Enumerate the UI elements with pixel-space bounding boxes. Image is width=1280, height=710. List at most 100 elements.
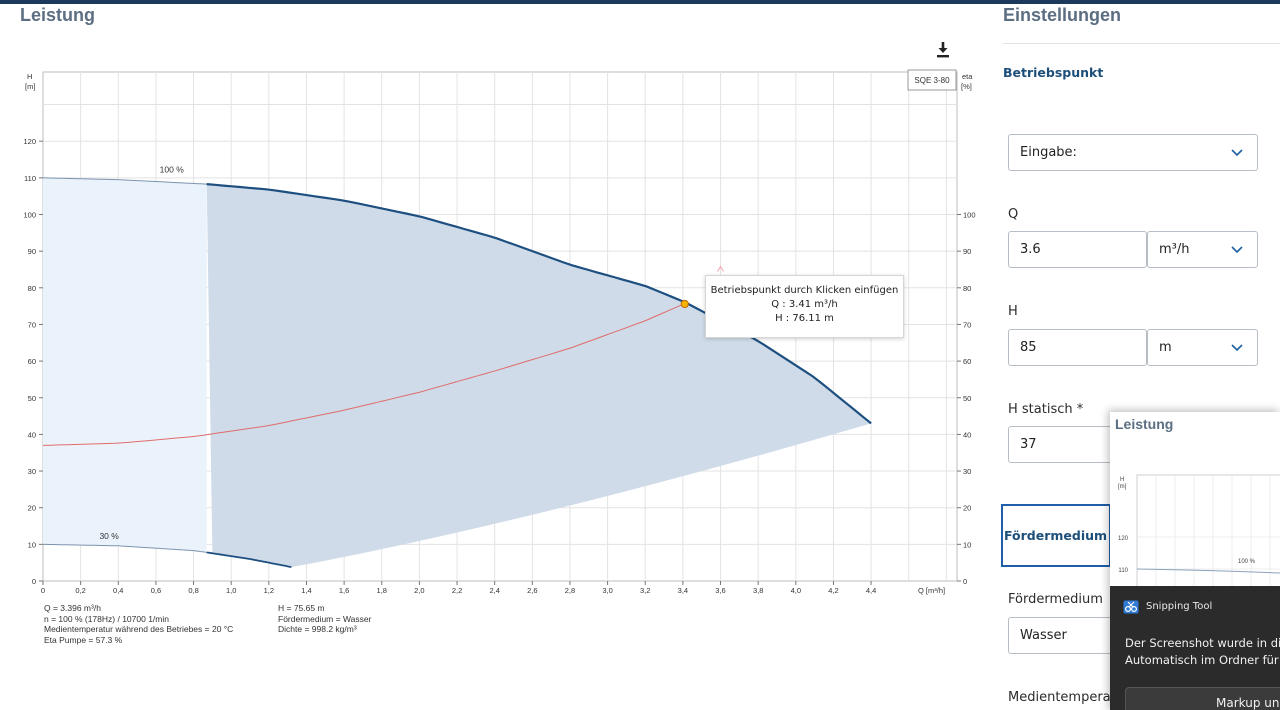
thumbnail-y-tick: 120 bbox=[1118, 536, 1129, 542]
info-fordermedium: Fördermedium = Wasser bbox=[278, 613, 372, 624]
top-accent-bar bbox=[0, 0, 1280, 4]
h-statisch-value: 37 bbox=[1020, 437, 1037, 452]
y-axis-label-left-unit: [m] bbox=[25, 82, 35, 91]
y-tick-label-left: 40 bbox=[28, 430, 36, 439]
h-label: H bbox=[1008, 304, 1018, 319]
q-unit-select[interactable]: m³/h bbox=[1147, 231, 1258, 268]
model-badge bbox=[907, 69, 957, 91]
y-axis-label-right-unit: [%] bbox=[961, 82, 972, 91]
y-tick-label-left: 120 bbox=[23, 137, 36, 146]
leistung-heading: Leistung bbox=[20, 5, 95, 25]
info-block-right: H = 75.65 m Fördermedium = Wasser Dichte… bbox=[278, 603, 371, 635]
y-tick-label-left: 20 bbox=[28, 504, 36, 513]
curve-100-light bbox=[43, 177, 207, 185]
y-tick-label-left: 60 bbox=[28, 357, 36, 366]
x-tick-label: 3,8 bbox=[753, 586, 763, 595]
y-tick-label-right: 60 bbox=[963, 357, 971, 366]
y-tick-label-right: 90 bbox=[963, 247, 971, 256]
y-tick-label-right: 70 bbox=[963, 320, 971, 329]
operating-point-tooltip: Betriebspunkt durch Klicken einfügen Q :… bbox=[705, 275, 904, 338]
chevron-down-icon bbox=[1231, 343, 1243, 351]
info-block-left: Q = 3.396 m³/h n = 100 % (178Hz) / 10700… bbox=[44, 603, 233, 645]
chevron-down-icon bbox=[1231, 245, 1243, 253]
x-tick-label: 3,4 bbox=[678, 586, 688, 595]
info-q: Q = 3.396 m³/h bbox=[44, 603, 101, 613]
x-tick-label: 3,6 bbox=[715, 586, 725, 595]
x-tick-label: 1,8 bbox=[377, 586, 387, 595]
y-tick-label-left: 110 bbox=[24, 174, 36, 183]
snipping-tool-notification[interactable]: Snipping Tool Der Screenshot wurde in di… bbox=[1110, 586, 1280, 710]
x-tick-label: 2,2 bbox=[452, 586, 462, 595]
chevron-down-icon bbox=[1231, 148, 1243, 156]
curve-label-100: 100 % bbox=[160, 164, 185, 174]
y-tick-label-left: 30 bbox=[28, 467, 36, 476]
x-tick-label: 0,2 bbox=[75, 586, 85, 595]
y-tick-label-left: 100 bbox=[23, 211, 36, 220]
toast-message: Der Screenshot wurde in die Automatisch … bbox=[1125, 635, 1280, 669]
y-tick-label-right: 20 bbox=[963, 504, 971, 513]
thumbnail-curve-label: 100 % bbox=[1238, 559, 1256, 565]
thumbnail-y-label: H bbox=[1120, 477, 1124, 483]
y-tick-label-right: 40 bbox=[963, 430, 971, 439]
y-axis-label-right: eta bbox=[962, 72, 973, 81]
tab-fordermedium-label: Fördermedium bbox=[1004, 528, 1108, 543]
q-input[interactable]: 3.6 bbox=[1008, 231, 1147, 268]
h-value: 85 bbox=[1020, 340, 1037, 355]
x-tick-label: 3,0 bbox=[602, 586, 612, 595]
thumbnail-curve bbox=[1136, 568, 1280, 574]
tab-fordermedium[interactable]: Fördermedium bbox=[1001, 504, 1111, 567]
medientemperatur-label: Medientempera bbox=[1008, 690, 1111, 705]
snipping-tool-icon bbox=[1123, 600, 1139, 614]
info-h: H = 75.65 m bbox=[278, 603, 325, 613]
x-tick-label: 1,6 bbox=[339, 586, 349, 595]
x-tick-label: 0,4 bbox=[113, 586, 123, 595]
info-dichte: Dichte = 998.2 kg/m³ bbox=[278, 624, 357, 634]
eingabe-value: Eingabe: bbox=[1020, 145, 1077, 160]
toast-line-1: Der Screenshot wurde in die bbox=[1125, 636, 1280, 650]
x-tick-label: 2,4 bbox=[489, 586, 499, 595]
markup-button[interactable]: Markup und bbox=[1125, 687, 1280, 710]
thumbnail-title: Leistung bbox=[1115, 416, 1174, 432]
model-badge-label: SQE 3-80 bbox=[914, 76, 950, 85]
h-unit-select[interactable]: m bbox=[1147, 329, 1258, 366]
tooltip-q: Q : 3.41 m³/h bbox=[771, 299, 838, 310]
y-tick-label-right: 50 bbox=[963, 394, 971, 403]
y-tick-label-right: 80 bbox=[963, 284, 971, 293]
download-icon[interactable] bbox=[934, 40, 952, 60]
operating-range-dark bbox=[206, 184, 872, 568]
einstellungen-heading: Einstellungen bbox=[1003, 5, 1122, 25]
eingabe-select[interactable]: Eingabe: bbox=[1008, 134, 1258, 171]
tooltip-title: Betriebspunkt durch Klicken einfügen bbox=[710, 285, 899, 296]
x-tick-label: 0,8 bbox=[188, 586, 198, 595]
y-tick-label-left: 70 bbox=[28, 320, 36, 329]
curve-30-light bbox=[43, 543, 207, 553]
info-eta: Eta Pumpe = 57.3 % bbox=[44, 634, 123, 645]
y-tick-label-left: 80 bbox=[28, 284, 36, 293]
y-tick-label-right: 100 bbox=[963, 211, 976, 220]
tooltip-h: H : 76.11 m bbox=[775, 313, 834, 324]
duty-point-marker bbox=[717, 265, 724, 272]
curve-label-30: 30 % bbox=[99, 531, 119, 541]
x-tick-label: 1,0 bbox=[226, 586, 236, 595]
settings-divider bbox=[1003, 43, 1280, 44]
curve-100 bbox=[206, 183, 872, 425]
y-tick-label-right: 30 bbox=[963, 467, 971, 476]
info-n: n = 100 % (178Hz) / 10700 1/min bbox=[44, 613, 169, 624]
x-tick-label: 2,8 bbox=[565, 586, 575, 595]
x-tick-label: 0 bbox=[41, 586, 45, 595]
curve-30 bbox=[206, 551, 292, 568]
h-unit-value: m bbox=[1159, 340, 1172, 355]
toast-app-name: Snipping Tool bbox=[1146, 601, 1213, 612]
betriebspunkt-heading: Betriebspunkt bbox=[1003, 65, 1104, 80]
h-input[interactable]: 85 bbox=[1008, 329, 1147, 366]
y-tick-label-right: 0 bbox=[963, 577, 967, 586]
info-medientemperatur: Medientemperatur während des Betriebes =… bbox=[44, 624, 234, 634]
x-tick-label: 0,6 bbox=[151, 586, 161, 595]
fordermedium-value: Wasser bbox=[1020, 628, 1067, 643]
x-tick-label: 4,4 bbox=[866, 586, 876, 595]
y-tick-label-left: 0 bbox=[32, 577, 36, 586]
thumbnail-y-unit: [m] bbox=[1118, 484, 1127, 490]
q-unit-value: m³/h bbox=[1159, 242, 1190, 257]
x-tick-label: 4,0 bbox=[791, 586, 801, 595]
y-tick-label-left: 50 bbox=[28, 394, 36, 403]
